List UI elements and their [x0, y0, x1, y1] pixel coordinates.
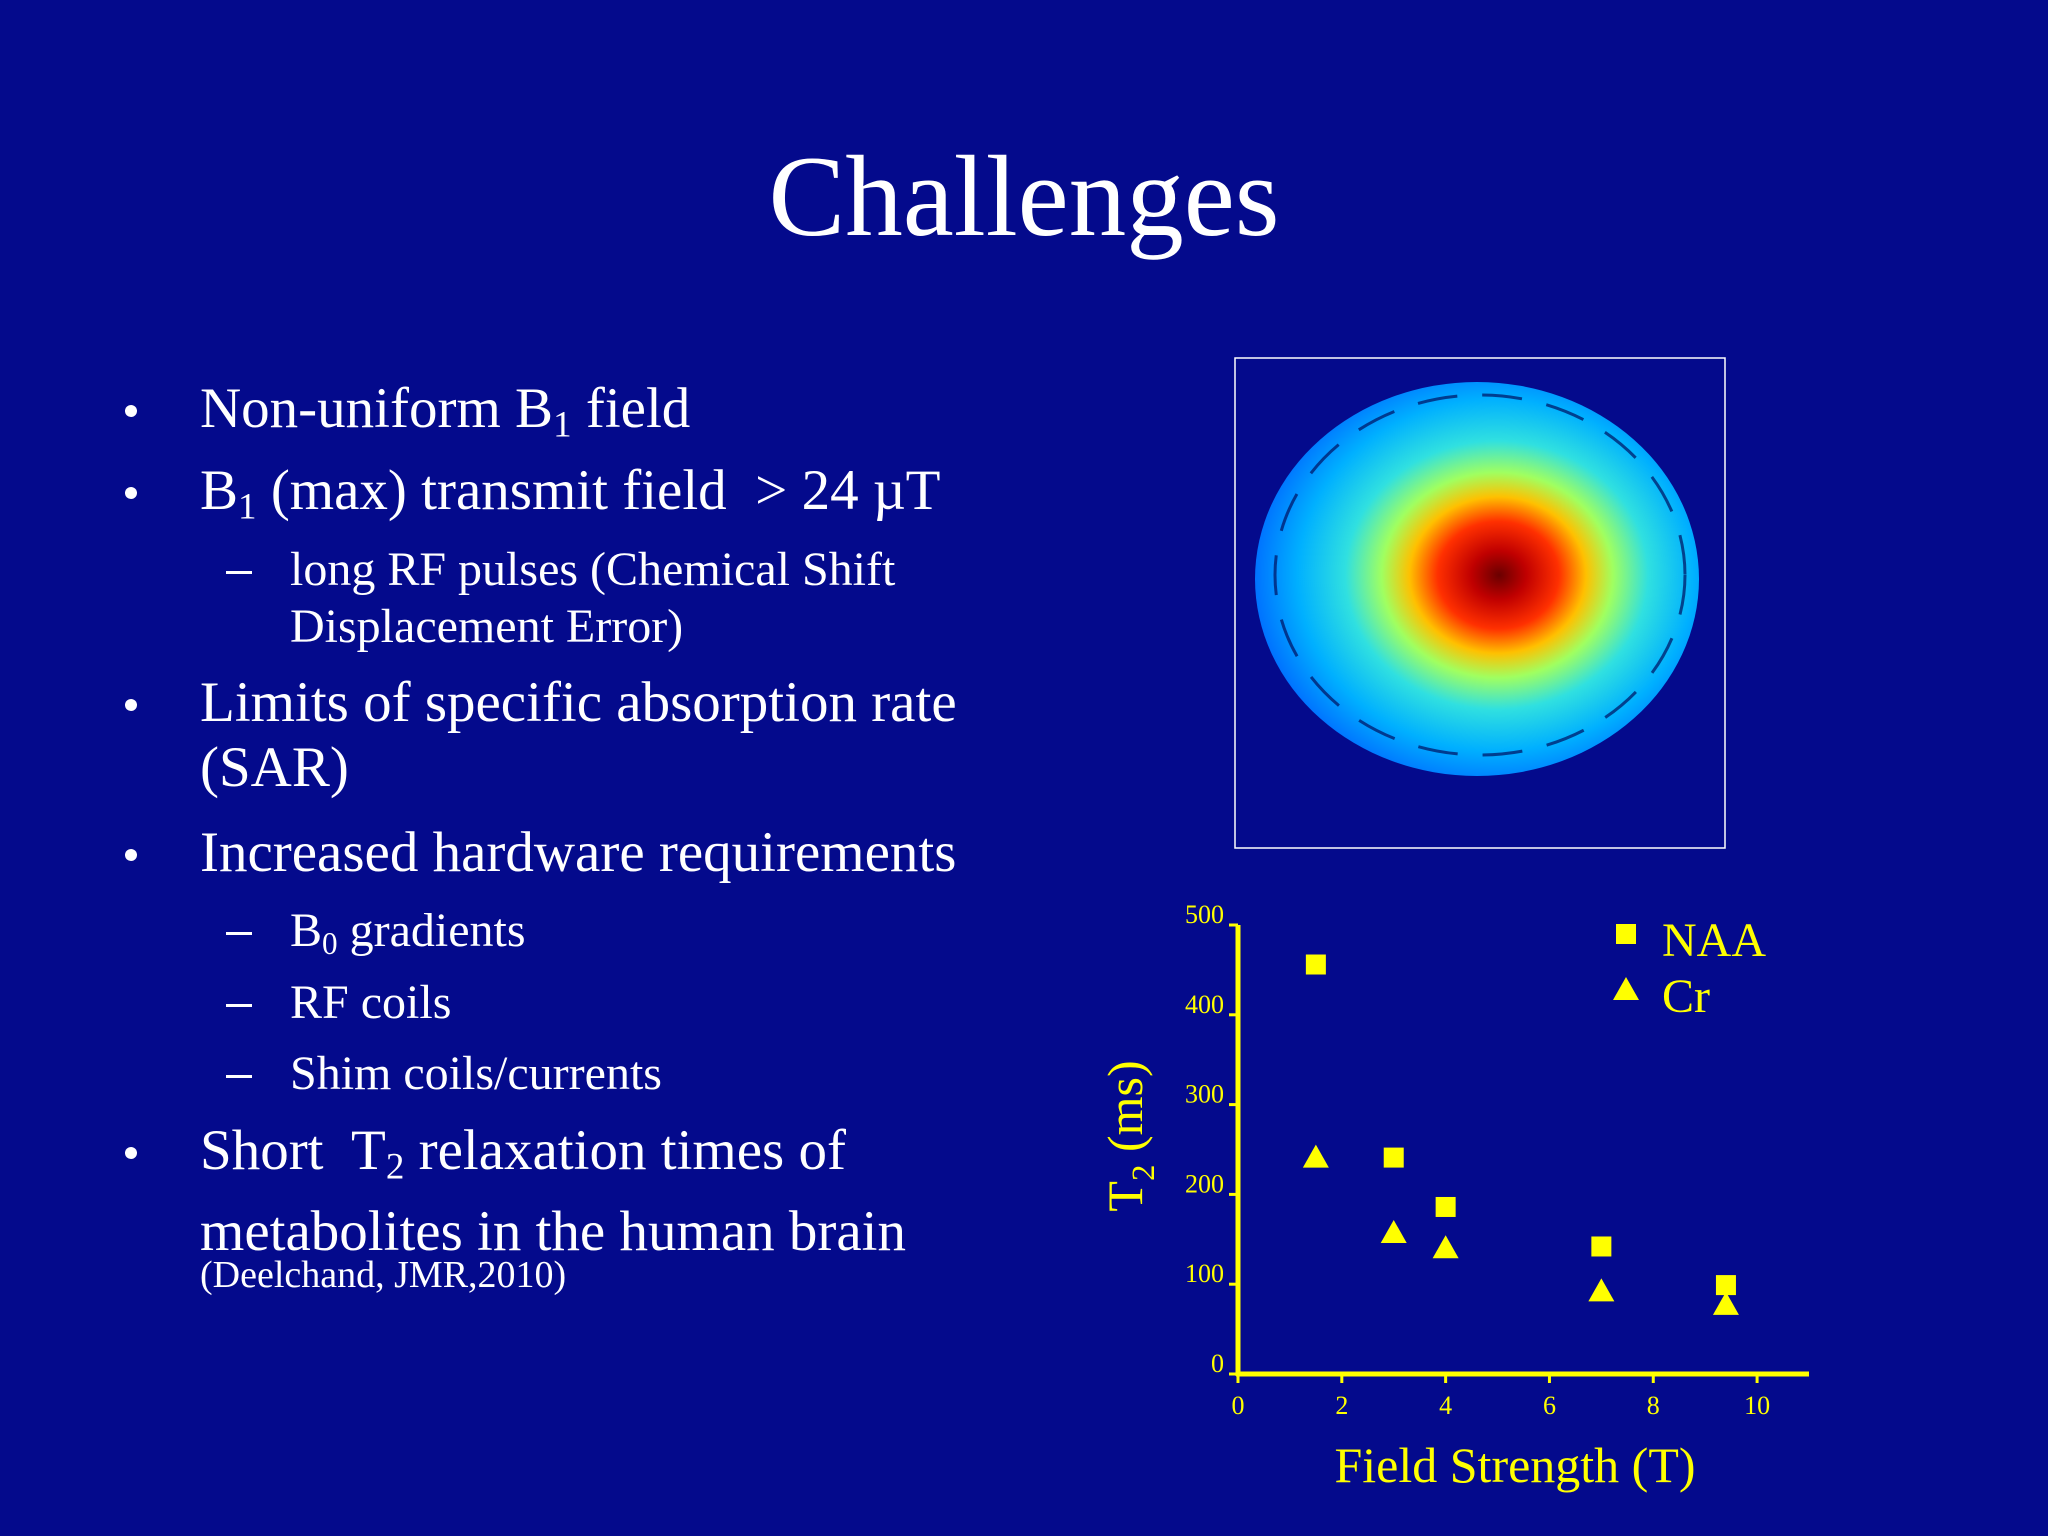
text-segment: Limits of specific absorption rate (SAR)	[200, 671, 971, 799]
sub-bullet-dash	[226, 1075, 252, 1078]
b1-map-ring	[1273, 393, 1687, 757]
text-segment: T	[1097, 1181, 1153, 1212]
data-point	[1435, 1196, 1456, 1217]
bullet-dot	[125, 849, 137, 861]
bullet-text: Non-uniform B1 field	[200, 376, 1080, 457]
image-frame	[1234, 357, 1726, 849]
legend-label: NAA	[1662, 914, 1766, 967]
y-tick-label: 400	[1185, 990, 1224, 1019]
sub-bullet-dash	[226, 1004, 252, 1007]
bullet-text: Short T2 relaxation times of metabolites…	[200, 1118, 1080, 1264]
text-segment: Non-uniform B	[200, 377, 554, 440]
sub-bullet-text: long RF pulses (Chemical Shift Displacem…	[290, 541, 990, 655]
bullet-dot	[125, 1147, 137, 1159]
data-point	[1432, 1235, 1459, 1259]
subscript: 0	[322, 925, 338, 961]
x-tick-label: 0	[1232, 1391, 1245, 1420]
b1-field-map	[1255, 382, 1699, 776]
x-tick-label: 10	[1744, 1391, 1770, 1420]
text-segment: field	[571, 377, 691, 440]
bullet-dot	[125, 405, 137, 417]
text-segment: Shim coils/currents	[290, 1047, 662, 1100]
text-segment: Increased hardware requirements	[200, 821, 957, 884]
text-segment: B	[290, 904, 323, 957]
data-point	[1383, 1147, 1404, 1168]
text-segment: long RF pulses (Chemical Shift Displacem…	[290, 543, 908, 653]
text-segment: RF coils	[290, 976, 452, 1029]
data-point	[1712, 1291, 1739, 1315]
data-point	[1380, 1220, 1407, 1244]
data-point	[1302, 1144, 1329, 1168]
y-tick-label: 300	[1185, 1080, 1224, 1109]
slide-title: Challenges	[769, 133, 1280, 260]
y-tick-label: 500	[1185, 900, 1224, 929]
bullet-dot	[125, 699, 137, 711]
bullet-text: Increased hardware requirements	[200, 820, 1080, 885]
text-segment: (ms)	[1097, 1060, 1153, 1164]
subscript: 1	[238, 486, 257, 528]
subscript: 2	[1126, 1165, 1162, 1182]
y-axis-label: T2 (ms)	[1097, 1060, 1162, 1211]
y-tick-label: 0	[1211, 1349, 1224, 1378]
subscript: 2	[385, 1146, 405, 1188]
subscript: 1	[553, 404, 572, 446]
x-tick-label: 4	[1439, 1391, 1452, 1420]
data-point	[1591, 1236, 1612, 1257]
y-tick-label: 200	[1185, 1169, 1224, 1198]
text-segment: gradients	[337, 904, 526, 957]
sub-bullet-text: Shim coils/currents	[290, 1045, 990, 1102]
sub-bullet-text: RF coils	[290, 974, 990, 1031]
y-tick-label: 100	[1185, 1259, 1224, 1288]
sub-bullet-dash	[226, 932, 252, 935]
bullet-text: B1 (max) transmit field > 24 µT	[200, 458, 1080, 539]
sub-bullet-text: B0 gradients	[290, 902, 990, 972]
citation: (Deelchand, JMR,2010)	[200, 1254, 567, 1296]
x-axis-label: Field Strength (T)	[1334, 1437, 1695, 1493]
legend-label: Cr	[1662, 970, 1710, 1023]
text-segment: Short T	[200, 1119, 386, 1182]
data-point	[1588, 1278, 1615, 1302]
legend-marker	[1613, 977, 1639, 1000]
text-segment: (max) transmit field > 24 µT	[256, 459, 941, 522]
sub-bullet-dash	[226, 571, 252, 574]
bullet-text: Limits of specific absorption rate (SAR)	[200, 670, 1080, 800]
x-tick-label: 2	[1335, 1391, 1348, 1420]
data-point	[1715, 1275, 1736, 1296]
legend-marker	[1616, 924, 1636, 944]
text-segment: relaxation times of metabolites in the h…	[200, 1119, 906, 1264]
x-tick-label: 8	[1647, 1391, 1660, 1420]
bullet-dot	[125, 487, 137, 499]
data-point	[1305, 954, 1326, 975]
x-tick-label: 6	[1543, 1391, 1556, 1420]
text-segment: B	[200, 459, 239, 522]
